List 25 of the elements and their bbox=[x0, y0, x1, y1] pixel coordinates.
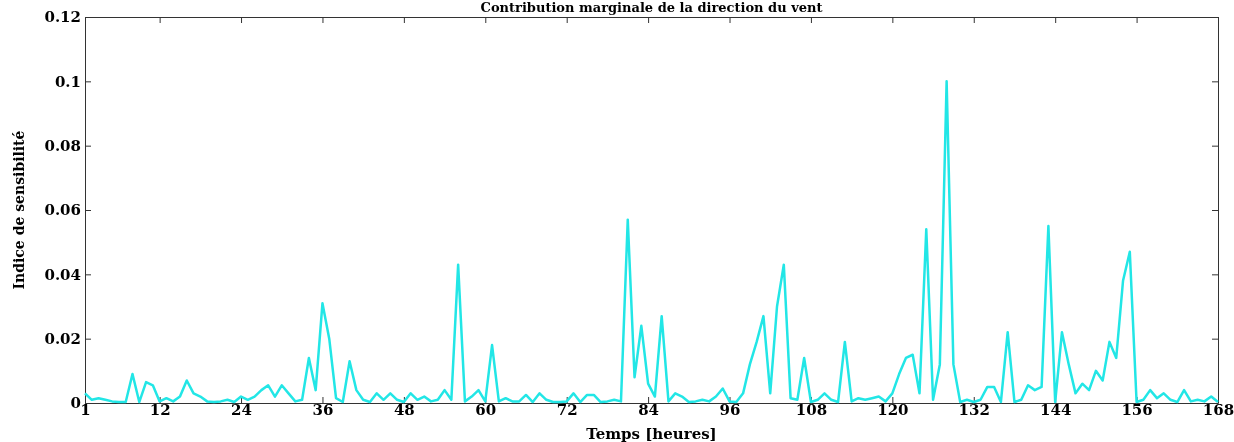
x-tick-label: 120 bbox=[877, 401, 909, 420]
x-tick-label: 36 bbox=[312, 401, 334, 420]
y-tick-label: 0.08 bbox=[44, 136, 81, 155]
x-tick-label: 96 bbox=[719, 401, 741, 420]
chart-title: Contribution marginale de la direction du vent bbox=[480, 0, 823, 15]
y-tick-label: 0.1 bbox=[54, 72, 81, 91]
x-tick-label: 168 bbox=[1202, 401, 1234, 420]
y-tick-label: 0 bbox=[70, 394, 81, 413]
x-tick-label: 24 bbox=[231, 401, 252, 420]
y-axis-title: Indice de sensibilité bbox=[11, 130, 27, 290]
x-tick-label: 72 bbox=[556, 401, 578, 420]
x-axis-title: Temps [heures] bbox=[586, 425, 717, 442]
x-tick-label: 156 bbox=[1121, 401, 1153, 420]
x-tick-label: 132 bbox=[958, 401, 990, 420]
x-tick-label: 108 bbox=[795, 401, 828, 420]
y-tick-label: 0.06 bbox=[44, 201, 81, 220]
x-tick-label: 12 bbox=[149, 401, 171, 420]
y-tick-label: 0.12 bbox=[44, 8, 81, 27]
x-tick-label: 84 bbox=[638, 401, 660, 420]
x-tick-label: 144 bbox=[1040, 401, 1072, 420]
x-tick-label: 60 bbox=[475, 401, 497, 420]
x-tick-label: 48 bbox=[393, 401, 415, 420]
y-tick-label: 0.02 bbox=[44, 329, 81, 348]
x-tick-label: 1 bbox=[80, 401, 91, 420]
y-tick-label: 0.04 bbox=[44, 265, 81, 284]
